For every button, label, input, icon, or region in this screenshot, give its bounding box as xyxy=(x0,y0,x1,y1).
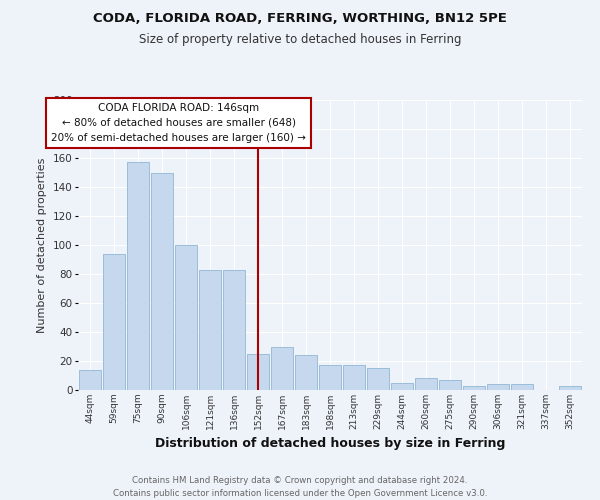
Text: CODA, FLORIDA ROAD, FERRING, WORTHING, BN12 5PE: CODA, FLORIDA ROAD, FERRING, WORTHING, B… xyxy=(93,12,507,26)
Text: CODA FLORIDA ROAD: 146sqm
← 80% of detached houses are smaller (648)
20% of semi: CODA FLORIDA ROAD: 146sqm ← 80% of detac… xyxy=(52,103,306,142)
Bar xyxy=(367,368,389,390)
Y-axis label: Number of detached properties: Number of detached properties xyxy=(37,158,47,332)
Bar xyxy=(487,384,509,390)
Bar xyxy=(271,346,293,390)
Bar xyxy=(151,172,173,390)
Bar xyxy=(199,270,221,390)
Bar xyxy=(511,384,533,390)
Bar xyxy=(463,386,485,390)
Bar xyxy=(103,254,125,390)
Bar xyxy=(343,366,365,390)
Text: Size of property relative to detached houses in Ferring: Size of property relative to detached ho… xyxy=(139,32,461,46)
Bar xyxy=(415,378,437,390)
Bar xyxy=(223,270,245,390)
Text: Contains HM Land Registry data © Crown copyright and database right 2024.
Contai: Contains HM Land Registry data © Crown c… xyxy=(113,476,487,498)
Bar xyxy=(79,370,101,390)
X-axis label: Distribution of detached houses by size in Ferring: Distribution of detached houses by size … xyxy=(155,438,505,450)
Bar xyxy=(247,354,269,390)
Bar xyxy=(127,162,149,390)
Bar xyxy=(559,386,581,390)
Bar xyxy=(295,355,317,390)
Bar xyxy=(439,380,461,390)
Bar xyxy=(391,383,413,390)
Bar xyxy=(175,245,197,390)
Bar xyxy=(319,366,341,390)
